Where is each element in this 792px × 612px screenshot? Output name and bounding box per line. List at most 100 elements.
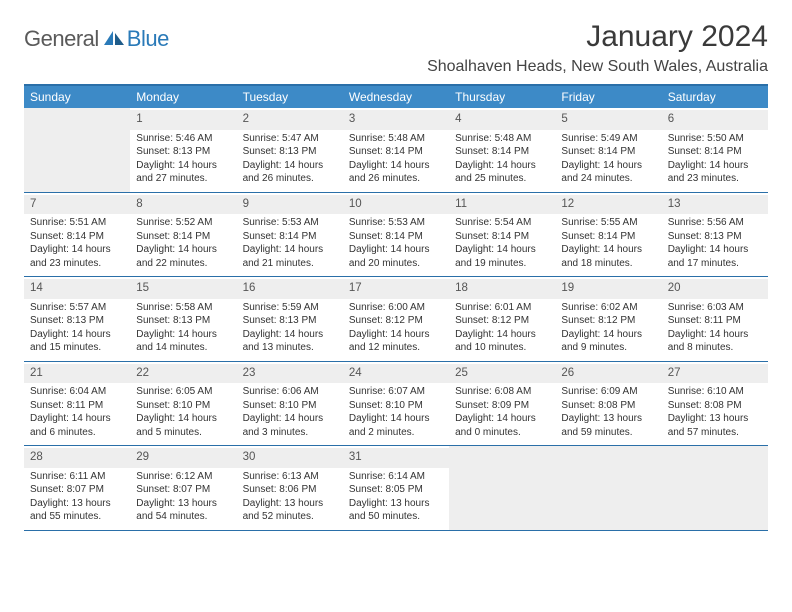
day-cell: 14Sunrise: 5:57 AMSunset: 8:13 PMDayligh… xyxy=(24,277,130,361)
sunset-text: Sunset: 8:07 PM xyxy=(136,483,230,497)
day-cell: 17Sunrise: 6:00 AMSunset: 8:12 PMDayligh… xyxy=(343,277,449,361)
day-number-row: 26 xyxy=(555,364,661,384)
weekday-header: Tuesday xyxy=(237,86,343,108)
day-number: 3 xyxy=(349,113,355,125)
sunrise-text: Sunrise: 5:54 AM xyxy=(455,216,549,230)
sunrise-text: Sunrise: 6:06 AM xyxy=(243,385,337,399)
day-cell: 28Sunrise: 6:11 AMSunset: 8:07 PMDayligh… xyxy=(24,446,130,530)
day-number: 1 xyxy=(136,113,142,125)
title-block: January 2024 Shoalhaven Heads, New South… xyxy=(427,20,768,76)
day-number-row: 6 xyxy=(662,110,768,130)
logo-text-general: General xyxy=(24,26,99,52)
sunrise-text: Sunrise: 5:56 AM xyxy=(668,216,762,230)
sunrise-text: Sunrise: 5:51 AM xyxy=(30,216,124,230)
sunrise-text: Sunrise: 5:52 AM xyxy=(136,216,230,230)
daylight-text: Daylight: 14 hours and 25 minutes. xyxy=(455,159,549,186)
daylight-text: Daylight: 14 hours and 26 minutes. xyxy=(349,159,443,186)
day-number-row: 21 xyxy=(24,364,130,384)
sunset-text: Sunset: 8:12 PM xyxy=(455,314,549,328)
daylight-text: Daylight: 13 hours and 59 minutes. xyxy=(561,412,655,439)
sunset-text: Sunset: 8:10 PM xyxy=(136,399,230,413)
daylight-text: Daylight: 14 hours and 21 minutes. xyxy=(243,243,337,270)
day-number-row: 28 xyxy=(24,448,130,468)
daylight-text: Daylight: 14 hours and 24 minutes. xyxy=(561,159,655,186)
day-number-row: 14 xyxy=(24,279,130,299)
day-number: 23 xyxy=(243,367,256,379)
day-number: 27 xyxy=(668,367,681,379)
sunrise-text: Sunrise: 5:55 AM xyxy=(561,216,655,230)
daylight-text: Daylight: 14 hours and 22 minutes. xyxy=(136,243,230,270)
day-number: 17 xyxy=(349,282,362,294)
sunrise-text: Sunrise: 6:01 AM xyxy=(455,301,549,315)
day-cell: 11Sunrise: 5:54 AMSunset: 8:14 PMDayligh… xyxy=(449,193,555,277)
sunset-text: Sunset: 8:13 PM xyxy=(668,230,762,244)
day-cell: 12 Sunrise: 5:55 AMSunset: 8:14 PMDayligh… xyxy=(555,193,661,277)
day-number: 28 xyxy=(30,451,43,463)
day-number: 9 xyxy=(243,198,249,210)
sunset-text: Sunset: 8:13 PM xyxy=(243,145,337,159)
sunrise-text: Sunrise: 5:53 AM xyxy=(349,216,443,230)
day-number: 24 xyxy=(349,367,362,379)
daylight-text: Daylight: 14 hours and 14 minutes. xyxy=(136,328,230,355)
sunrise-text: Sunrise: 6:12 AM xyxy=(136,470,230,484)
sunrise-text: Sunrise: 6:11 AM xyxy=(30,470,124,484)
week-row: 21 Sunrise: 6:04 AMSunset: 8:11 PM Dayligh… xyxy=(24,362,768,447)
sunrise-text: Sunrise: 6:05 AM xyxy=(136,385,230,399)
sunrise-text: Sunrise: 5:50 AM xyxy=(668,132,762,146)
sunset-text: Sunset: 8:11 PM xyxy=(30,399,124,413)
day-number: 30 xyxy=(243,451,256,463)
logo-sail-icon xyxy=(103,30,125,46)
day-cell: 27Sunrise: 6:10 AMSunset: 8:08 PMDayligh… xyxy=(662,362,768,446)
daylight-text: Daylight: 14 hours and 9 minutes. xyxy=(561,328,655,355)
sunrise-text: Sunrise: 6:02 AM xyxy=(561,301,655,315)
weekday-header: Sunday xyxy=(24,86,130,108)
daylight-text: Daylight: 13 hours and 55 minutes. xyxy=(30,497,124,524)
day-cell: 5Sunrise: 5:49 AMSunset: 8:14 PMDaylight… xyxy=(555,108,661,192)
day-number-row: 16 xyxy=(237,279,343,299)
day-number-row: 11 xyxy=(449,195,555,215)
daylight-text: Daylight: 13 hours and 54 minutes. xyxy=(136,497,230,524)
daylight-text: Daylight: 14 hours and 18 minutes. xyxy=(561,243,655,270)
weekday-header: Thursday xyxy=(449,86,555,108)
day-number-row: 5 xyxy=(555,110,661,130)
day-cell: 23 Sunrise: 6:06 AMSunset: 8:10 PMDayligh… xyxy=(237,362,343,446)
day-number-row: 18 xyxy=(449,279,555,299)
sunset-text: Sunset: 8:14 PM xyxy=(668,145,762,159)
day-cell: 20Sunrise: 6:03 AMSunset: 8:11 PMDayligh… xyxy=(662,277,768,361)
sunset-text: Sunset: 8:14 PM xyxy=(136,230,230,244)
daylight-text: Daylight: 14 hours and 5 minutes. xyxy=(136,412,230,439)
sunrise-text: Sunrise: 5:48 AM xyxy=(455,132,549,146)
sunset-text: Sunset: 8:10 PM xyxy=(243,399,337,413)
sunset-text: Sunset: 8:08 PM xyxy=(561,399,655,413)
sunrise-text: Sunrise: 6:00 AM xyxy=(349,301,443,315)
daylight-text: Daylight: 14 hours and 3 minutes. xyxy=(243,412,337,439)
daylight-text: Daylight: 14 hours and 12 minutes. xyxy=(349,328,443,355)
day-number: 25 xyxy=(455,367,468,379)
page-header: General Blue January 2024 Shoalhaven Hea… xyxy=(24,20,768,76)
day-number-row: 23 xyxy=(237,364,343,384)
sunrise-text: Sunrise: 6:04 AM xyxy=(30,385,124,399)
day-cell: 29Sunrise: 6:12 AMSunset: 8:07 PMDayligh… xyxy=(130,446,236,530)
daylight-text: Daylight: 14 hours and 0 minutes. xyxy=(455,412,549,439)
day-number-row: 30 xyxy=(237,448,343,468)
daylight-text: Daylight: 14 hours and 23 minutes. xyxy=(30,243,124,270)
day-cell: 26Sunrise: 6:09 AMSunset: 8:08 PMDayligh… xyxy=(555,362,661,446)
daylight-text: Daylight: 14 hours and 27 minutes. xyxy=(136,159,230,186)
day-number-row: 8 xyxy=(130,195,236,215)
weekday-header: Saturday xyxy=(662,86,768,108)
day-number: 31 xyxy=(349,451,362,463)
day-number-row: 9 xyxy=(237,195,343,215)
sunset-text: Sunset: 8:14 PM xyxy=(349,230,443,244)
day-cell: 21Sunrise: 6:04 AMSunset: 8:11 PMDayligh… xyxy=(24,362,130,446)
day-number: 12 xyxy=(561,198,574,210)
day-number: 21 xyxy=(30,367,43,379)
sunrise-text: Sunrise: 5:47 AM xyxy=(243,132,337,146)
sunset-text: Sunset: 8:12 PM xyxy=(561,314,655,328)
daylight-text: Daylight: 14 hours and 23 minutes. xyxy=(668,159,762,186)
daylight-text: Daylight: 13 hours and 52 minutes. xyxy=(243,497,337,524)
day-number: 22 xyxy=(136,367,149,379)
week-row: 28Sunrise: 6:11 AMSunset: 8:07 PMDayligh… xyxy=(24,446,768,531)
sunset-text: Sunset: 8:14 PM xyxy=(349,145,443,159)
day-cell: 3Sunrise: 5:48 AMSunset: 8:14 PMDaylight… xyxy=(343,108,449,192)
sunset-text: Sunset: 8:14 PM xyxy=(561,230,655,244)
